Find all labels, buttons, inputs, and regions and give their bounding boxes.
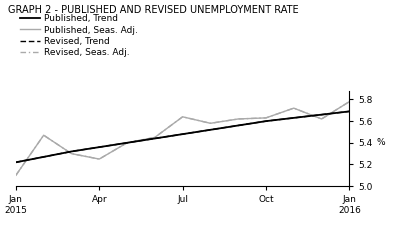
Text: GRAPH 2 - PUBLISHED AND REVISED UNEMPLOYMENT RATE: GRAPH 2 - PUBLISHED AND REVISED UNEMPLOY… [8, 5, 299, 15]
Legend: Published, Trend, Published, Seas. Adj., Revised, Trend, Revised, Seas. Adj.: Published, Trend, Published, Seas. Adj.,… [20, 14, 138, 57]
Y-axis label: %: % [377, 138, 385, 148]
